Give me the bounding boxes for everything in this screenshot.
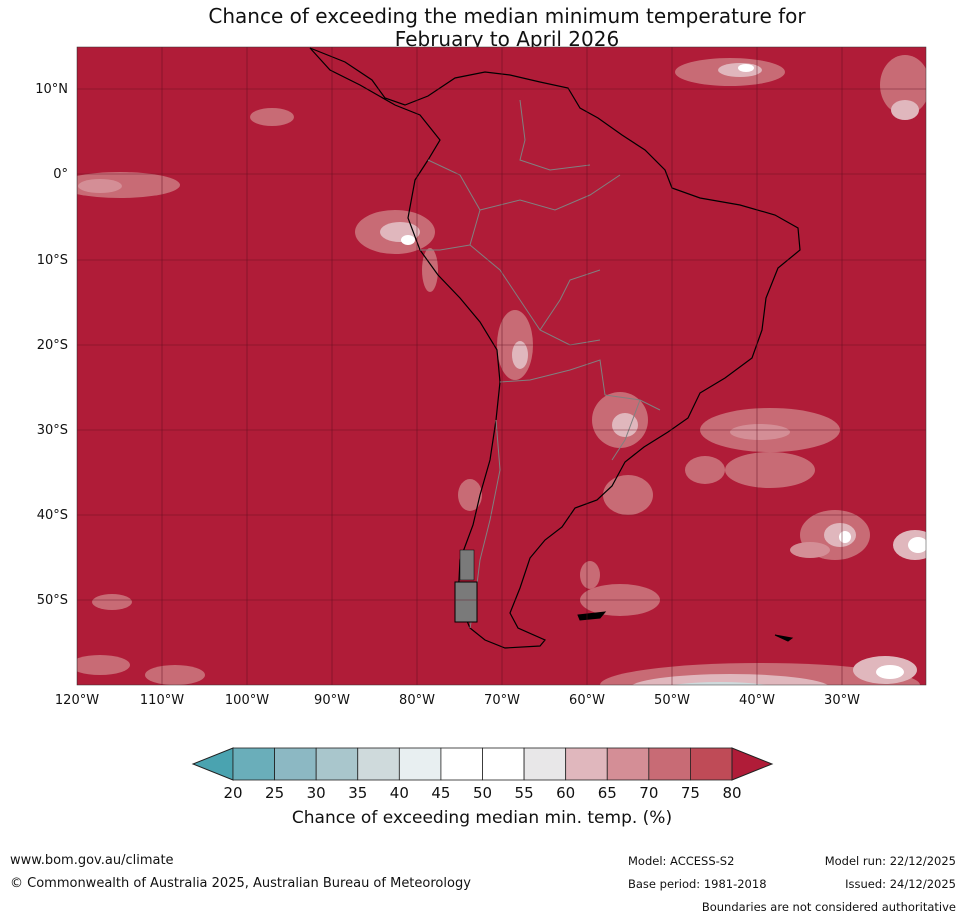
lon-label: 110°W bbox=[139, 693, 185, 708]
lon-label: 40°W bbox=[739, 693, 775, 708]
website-text: www.bom.gov.au/climate bbox=[10, 853, 174, 868]
colorbar-cell bbox=[482, 747, 525, 781]
colorbar-cell bbox=[232, 747, 275, 781]
colorbar-cell bbox=[274, 747, 317, 781]
colorbar-tick-label: 20 bbox=[223, 784, 243, 802]
lon-label: 100°W bbox=[224, 693, 270, 708]
colorbar-tick-label: 30 bbox=[306, 784, 326, 802]
colorbar-tick-label: 25 bbox=[265, 784, 285, 802]
colorbar-cell bbox=[398, 747, 442, 781]
colorbar-label: Chance of exceeding median min. temp. (%… bbox=[291, 808, 673, 828]
colorbar-tick-label: 35 bbox=[348, 784, 368, 802]
lat-label: 10°N bbox=[35, 82, 68, 97]
lat-label: 40°S bbox=[36, 508, 68, 523]
colorbar-cell bbox=[357, 747, 400, 781]
country-borders bbox=[420, 99, 661, 629]
colorbar-low-extend bbox=[191, 747, 234, 781]
graticule bbox=[77, 47, 926, 685]
colorbar-cell bbox=[606, 747, 650, 781]
issued-text: Issued: 24/12/2025 bbox=[845, 877, 956, 891]
colorbar-cell bbox=[565, 747, 608, 781]
colorbar-tick-label: 70 bbox=[639, 784, 659, 802]
lon-label: 70°W bbox=[484, 693, 520, 708]
colorbar-cell bbox=[440, 747, 483, 781]
colorbar-tick-label: 65 bbox=[597, 784, 617, 802]
colorbar-cell bbox=[648, 747, 691, 781]
lon-label: 60°W bbox=[569, 693, 605, 708]
colorbar-tick-label: 45 bbox=[431, 784, 451, 802]
lat-label: 30°S bbox=[36, 423, 68, 438]
colorbar-cells bbox=[232, 747, 733, 781]
colorbar-tick-label: 40 bbox=[389, 784, 409, 802]
map-frame bbox=[76, 46, 927, 686]
islands bbox=[454, 549, 794, 642]
model-run-text: Model run: 22/12/2025 bbox=[824, 854, 956, 868]
probability-patches bbox=[77, 55, 926, 685]
colorbar-tick-label: 50 bbox=[472, 784, 493, 802]
colorbar-cell bbox=[523, 747, 567, 781]
disclaimer-text: Boundaries are not considered authoritat… bbox=[701, 900, 956, 914]
colorbar-cell bbox=[315, 747, 359, 781]
lon-label: 80°W bbox=[399, 693, 435, 708]
model-text: Model: ACCESS-S2 bbox=[628, 854, 735, 868]
colorbar-high-extend bbox=[731, 747, 774, 781]
colorbar-tick-label: 55 bbox=[514, 784, 534, 802]
lat-label: 20°S bbox=[36, 338, 68, 353]
lon-label: 90°W bbox=[314, 693, 350, 708]
colorbar-tick-label: 75 bbox=[680, 784, 700, 802]
base-period-text: Base period: 1981-2018 bbox=[628, 877, 767, 891]
south-america-coastline bbox=[309, 47, 801, 649]
lon-label: 50°W bbox=[654, 693, 690, 708]
lon-label: 120°W bbox=[54, 693, 100, 708]
colorbar-tick-label: 60 bbox=[556, 784, 576, 802]
lat-label: 10°S bbox=[36, 253, 68, 268]
lat-label: 50°S bbox=[36, 593, 68, 608]
chart-title-line-1: Chance of exceeding the median minimum t… bbox=[208, 4, 806, 28]
copyright-text: © Commonwealth of Australia 2025, Austra… bbox=[10, 876, 471, 891]
lat-label: 0° bbox=[53, 167, 68, 182]
colorbar-cell bbox=[690, 747, 733, 781]
colorbar-tick-label: 80 bbox=[722, 784, 742, 802]
lon-label: 30°W bbox=[824, 693, 860, 708]
